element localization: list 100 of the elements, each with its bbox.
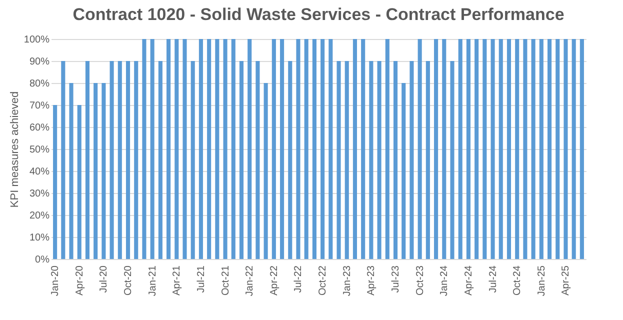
bar (523, 39, 528, 259)
bar (482, 39, 487, 259)
y-tick-label: 10% (29, 232, 50, 244)
bar (458, 39, 462, 259)
x-tick-label: Jan-22 (244, 265, 256, 296)
bar (352, 39, 358, 259)
x-tick-label: Jul-22 (293, 265, 304, 293)
x-tick-label: Jan-21 (147, 265, 158, 296)
bar (320, 39, 325, 259)
bar (94, 83, 98, 259)
bar (85, 61, 90, 259)
x-tick-label: Apr-25 (560, 265, 572, 296)
bar (69, 83, 74, 259)
y-tick-label: 40% (29, 166, 50, 178)
bar (174, 39, 179, 259)
bar (564, 39, 568, 259)
bar (580, 39, 584, 259)
bar (166, 39, 171, 259)
bar (272, 39, 276, 259)
x-tick-label: Apr-22 (268, 265, 280, 296)
bar (369, 61, 374, 259)
y-tick-label: 90% (29, 56, 50, 68)
bar (182, 39, 187, 259)
bar (531, 39, 536, 259)
y-tick-label: 50% (29, 144, 50, 156)
x-tick-label: Jul-20 (98, 265, 110, 293)
bar (336, 61, 341, 259)
bar (466, 39, 470, 259)
bar (556, 39, 560, 259)
bar (393, 61, 398, 259)
y-tick-label: 30% (29, 188, 50, 200)
bar (515, 39, 520, 259)
y-tick-label: 0% (35, 254, 50, 266)
bar (377, 61, 382, 259)
x-tick-label: Apr-23 (366, 265, 378, 296)
bar (223, 39, 228, 259)
bar (410, 61, 414, 259)
bar (426, 61, 430, 259)
x-tick-label: Apr-20 (74, 265, 86, 296)
bar (304, 39, 308, 259)
bar (231, 39, 236, 259)
y-axis-title: KPI measures achieved (8, 91, 21, 208)
bar (434, 39, 438, 259)
bar (158, 61, 162, 259)
bar (539, 39, 544, 259)
x-tick-label: Apr-21 (172, 265, 183, 296)
bar (77, 105, 82, 259)
bar (102, 83, 106, 259)
bar (215, 39, 220, 259)
bar (288, 61, 292, 259)
bar (402, 83, 406, 259)
bar (385, 39, 390, 259)
x-tick-label: Oct-20 (123, 265, 134, 296)
bar (264, 83, 268, 259)
bar (442, 39, 446, 259)
bar (118, 61, 122, 259)
y-tick-label: 20% (29, 210, 50, 222)
x-tick-label: Jul-24 (488, 265, 499, 293)
x-tick-label: Apr-24 (463, 265, 474, 296)
bar (572, 39, 576, 259)
x-tick-label: Jan-23 (342, 265, 353, 296)
bar (239, 61, 244, 259)
bar (53, 105, 58, 259)
bar (110, 61, 114, 259)
x-tick-label: Jan-25 (536, 265, 548, 296)
y-tick-label: 100% (24, 34, 50, 46)
bar (328, 39, 333, 259)
x-tick-label: Jan-20 (50, 265, 62, 296)
bar (134, 61, 138, 259)
bar (474, 39, 479, 259)
bar (280, 39, 284, 259)
bar (361, 39, 366, 259)
bar (256, 61, 260, 259)
bar (207, 39, 212, 259)
x-tick-label: Oct-21 (220, 265, 232, 296)
bar (142, 39, 146, 259)
bar (490, 39, 495, 259)
chart-title: Contract 1020 - Solid Waste Services - Contract Performance (72, 5, 564, 24)
y-tick-label: 70% (29, 100, 50, 112)
bar (150, 39, 154, 259)
x-tick-label: Jan-24 (439, 265, 450, 296)
bar (190, 61, 195, 259)
x-tick-label: Oct-23 (414, 265, 426, 296)
bar (344, 61, 349, 259)
bar (498, 39, 503, 259)
bar (312, 39, 316, 259)
x-tick-label: Jul-21 (196, 265, 207, 293)
bar (198, 39, 203, 259)
x-tick-label: Oct-22 (318, 265, 329, 296)
bar (61, 61, 66, 259)
bar (248, 39, 252, 259)
bar (506, 39, 512, 259)
bar (418, 39, 422, 259)
x-tick-label: Jul-23 (390, 265, 402, 293)
x-tick-label: Oct-24 (512, 265, 524, 296)
y-tick-label: 60% (29, 122, 50, 134)
bar (296, 39, 300, 259)
bar (450, 61, 454, 259)
y-tick-label: 80% (29, 78, 50, 90)
bar (126, 61, 130, 259)
